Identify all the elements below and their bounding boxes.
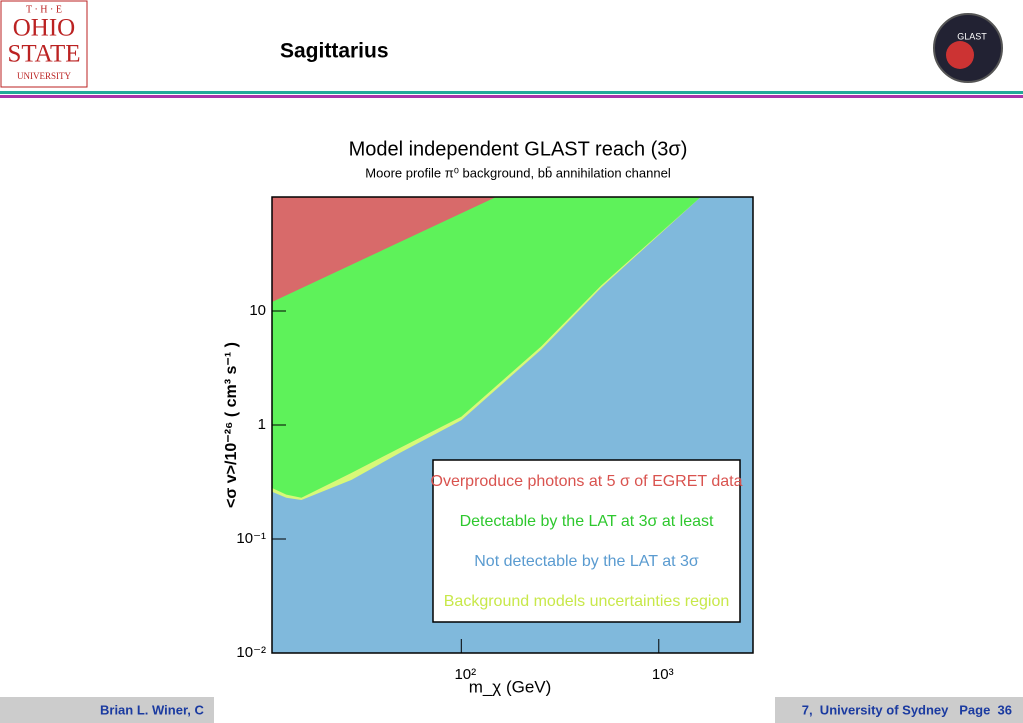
y-axis-label: <σ v>/10⁻²⁶ ( cm³ s⁻¹ ) [223,342,240,508]
y-tick-label: 10⁻² [236,644,266,661]
chart-title: Model independent GLAST reach (3σ) [349,138,688,160]
region [272,197,497,302]
chart: Model independent GLAST reach (3σ) Moore… [214,108,775,723]
x-axis-label: m_χ (GeV) [469,677,552,696]
badge-text: GLAST [957,31,987,41]
x-tick-label: 10² [454,666,476,683]
logo-line: UNIVERSITY [17,71,71,81]
legend-box [432,459,741,623]
legend-entry: Not detectable by the LAT at 3σ [474,553,699,570]
legend-entry: Overproduce photons at 5 σ of EGRET data [431,473,743,490]
header-rule [0,95,1023,98]
y-tick-label: 10 [249,302,266,319]
x-tick-label: 10³ [652,666,674,683]
footer-right: 7, University of Sydney Page 36 [802,702,1012,717]
slide-title: Sagittarius [280,40,389,63]
y-tick-label: 10⁻¹ [236,530,266,547]
logo-line: OHIO [13,15,76,42]
legend: Overproduce photons at 5 σ of EGRET data… [431,459,743,623]
logo-line: T · H · E [26,4,62,15]
region [272,197,701,498]
y-tick-label: 1 [258,416,266,433]
chart-subtitle: Moore profile π⁰ background, bb̄ annihil… [365,165,671,180]
legend-entry: Detectable by the LAT at 3σ at least [460,513,714,530]
legend-entry: Background models uncertainties region [444,593,730,610]
logo-box [0,0,88,88]
badge-glow [946,41,974,69]
footer-left: Brian L. Winer, C [100,702,205,717]
header-rule [0,91,1023,94]
logo-line: STATE [8,41,81,68]
